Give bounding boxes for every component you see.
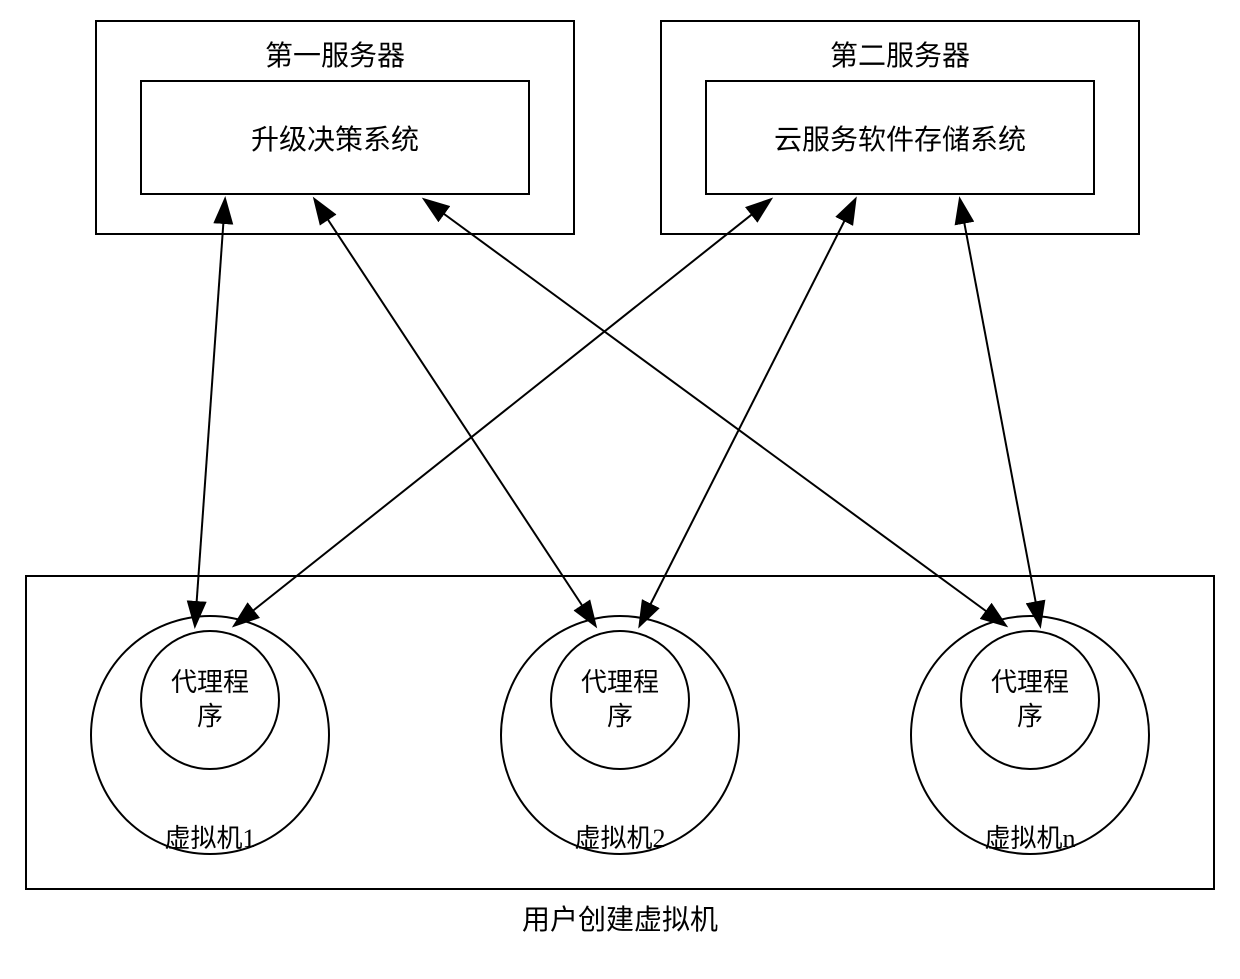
vm-label-vm2: 虚拟机2 [560, 818, 680, 855]
agent-circle-vm1: 代理程序 [140, 630, 280, 770]
edge-vmn-server1 [425, 200, 1005, 625]
agent-circle-vmn: 代理程序 [960, 630, 1100, 770]
server1-inner: 升级决策系统 [140, 80, 530, 195]
server1-inner-label: 升级决策系统 [251, 118, 419, 158]
edge-vm2-server1 [315, 200, 595, 625]
vm-label-vmn: 虚拟机n [970, 818, 1090, 855]
diagram-root: 第一服务器 升级决策系统 第二服务器 云服务软件存储系统 用户创建虚拟机 虚拟机… [0, 0, 1240, 979]
server2-inner-label: 云服务软件存储系统 [774, 118, 1026, 158]
vm-label-vm1: 虚拟机1 [150, 818, 270, 855]
edge-vm1-server1 [195, 200, 225, 625]
server2-inner: 云服务软件存储系统 [705, 80, 1095, 195]
agent-circle-vm2: 代理程序 [550, 630, 690, 770]
edge-vm1-server2 [235, 200, 770, 625]
vm-container-title: 用户创建虚拟机 [522, 898, 718, 938]
edge-vmn-server2 [960, 200, 1040, 625]
edge-vm2-server2 [640, 200, 855, 625]
server1-title: 第一服务器 [97, 22, 573, 82]
server2-title: 第二服务器 [662, 22, 1138, 82]
